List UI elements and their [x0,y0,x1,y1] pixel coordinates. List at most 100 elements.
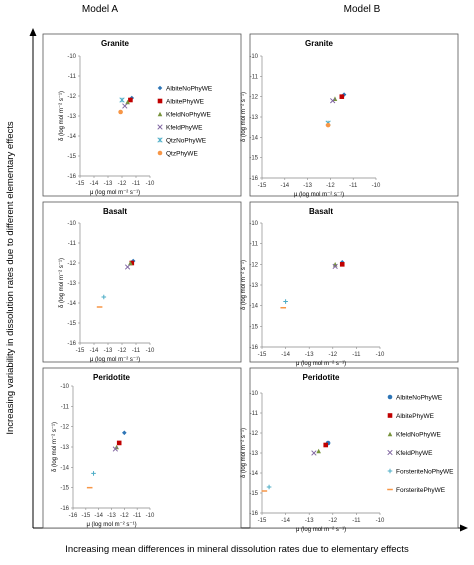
point-albitephywe [339,94,345,99]
x-tick-label: -12 [328,518,337,524]
col-title-model-b: Model B [344,4,381,15]
legend-marker-kfeldphywe [387,449,393,456]
x-axis-label: μ (log mol m⁻² s⁻¹) [90,190,140,196]
y-tick-label: -11 [61,404,70,410]
x-tick-label: -14 [281,518,290,524]
x-tick-label: -10 [146,513,155,519]
legend-marker-kfeldphywe [157,124,163,130]
y-tick-label: -15 [249,324,258,330]
legend-marker-kfeldnophywe [157,111,163,117]
x-tick-label: -10 [146,348,155,354]
y-tick-label: -11 [250,411,259,417]
legend-label-albitenophywe: AlbiteNoPhyWE [396,395,443,402]
y-arrow-head [29,28,37,36]
y-axis-label: δ (log mol m⁻² s⁻¹) [59,91,65,141]
y-tick-label: -16 [249,345,258,351]
y-axis-label: δ (log mol m⁻² s⁻¹) [241,260,247,310]
point-kfeldnophywe [128,260,133,266]
y-tick-label: -14 [249,471,258,477]
x-big-label: Increasing mean differences in mineral d… [65,544,409,555]
y-big-label: Increasing variability in dissolution ra… [5,121,16,435]
point-forsteritenophywe [266,484,272,490]
y-tick-label: -14 [67,134,76,140]
x-tick-label: -10 [146,181,155,187]
y-tick-label: -16 [67,341,76,347]
point-qtznophywe [119,97,125,103]
point-forsteritenophywe [101,294,107,300]
panel-1-model-b-granite-frame [249,33,459,197]
legend-label-kfeldnophywe: KfeldNoPhyWE [396,432,441,439]
panel-title: Granite [305,39,334,48]
y-tick-label: -15 [249,156,258,162]
x-tick-label: -11 [133,513,142,519]
legend-marker-albitephywe [157,98,163,104]
y-tick-label: -12 [249,95,258,101]
legend-marker-qtzphywe [157,150,163,156]
y-tick-label: -10 [67,54,76,60]
legend-label-albitephywe: AlbitePhyWE [396,413,435,420]
x-tick-label: -13 [107,513,116,519]
x-tick-label: -15 [76,181,85,187]
x-tick-label: -11 [349,183,358,189]
legend-label-kfeldnophywe: KfeldNoPhyWE [166,112,211,119]
x-axis-label: μ (log mol m⁻² s⁻¹) [90,357,140,363]
y-axis-label: δ (log mol m⁻² s⁻¹) [52,422,58,472]
y-axis-label: δ (log mol m⁻² s⁻¹) [59,258,65,308]
point-albitephywe [129,260,135,266]
x-tick-label: -13 [305,518,314,524]
x-tick-label: -13 [303,183,312,189]
legend-label-qtznophywe: QtzNoPhyWE [166,138,207,145]
panel-title: Peridotite [303,373,340,382]
point-albitenophywe [122,430,127,436]
panel-title: Basalt [103,207,127,216]
point-albitephywe [128,97,133,103]
legend-label-forsteritephywe: ForsteritePhyWE [396,487,446,494]
legend-label-albitenophywe: AlbiteNoPhyWE [166,86,213,93]
x-tick-label: -13 [104,181,113,187]
legend-marker-albitenophywe [387,394,393,400]
panel-5-model-b-peridotite-frame [249,367,459,529]
point-albitephywe [116,440,122,446]
point-forsteritenophywe [283,299,288,304]
point-kfeldphywe [112,446,119,452]
x-axis-label: μ (log mol m⁻² s⁻¹) [296,527,346,533]
x-axis-label: μ (log mol m⁻² s⁻¹) [296,361,346,367]
x-tick-label: -12 [118,181,127,187]
y-tick-label: -15 [249,491,258,497]
legend-label-kfeldphywe: KfeldPhyWE [166,125,203,132]
y-axis-label: δ (log mol m⁻² s⁻¹) [241,428,247,478]
x-tick-label: -11 [352,518,361,524]
y-tick-label: -13 [249,451,258,457]
legend-marker-kfeldnophywe [387,431,393,437]
y-tick-label: -13 [60,445,69,451]
point-kfeldphywe [330,98,336,104]
y-tick-label: -15 [60,486,69,492]
panel-4-model-a-peridotite-frame [42,367,242,529]
x-axis-label: μ (log mol m⁻² s⁻¹) [294,192,344,198]
y-tick-label: -13 [67,114,76,120]
y-tick-label: -13 [249,283,258,289]
y-tick-label: -11 [68,241,77,247]
y-axis-label: δ (log mol m⁻² s⁻¹) [241,92,247,142]
y-tick-label: -11 [250,242,259,248]
x-tick-label: -16 [69,513,78,519]
x-tick-label: -12 [118,348,127,354]
x-tick-label: -15 [76,348,85,354]
panel-title: Granite [101,39,130,48]
y-tick-label: -10 [67,221,76,227]
legend-marker-albitephywe [387,413,393,418]
y-tick-label: -10 [60,384,69,390]
x-tick-label: -10 [376,518,385,524]
point-albitephywe [339,262,345,267]
legend-marker-albitenophywe [157,85,163,91]
x-tick-label: -10 [376,352,385,358]
panel-3-model-b-basalt: Basalt-10-11-12-13-14-15-16-15 -14 -13 -12-… [241,201,459,367]
y-tick-label: -16 [249,176,258,182]
point-qtzphywe [325,122,331,128]
y-tick-label: -10 [249,221,258,227]
legend-marker-qtznophywe [157,137,163,143]
y-tick-label: -14 [249,304,258,310]
y-tick-label: -13 [67,281,76,287]
point-kfeldnophywe [114,444,119,450]
y-tick-label: -12 [249,431,258,437]
